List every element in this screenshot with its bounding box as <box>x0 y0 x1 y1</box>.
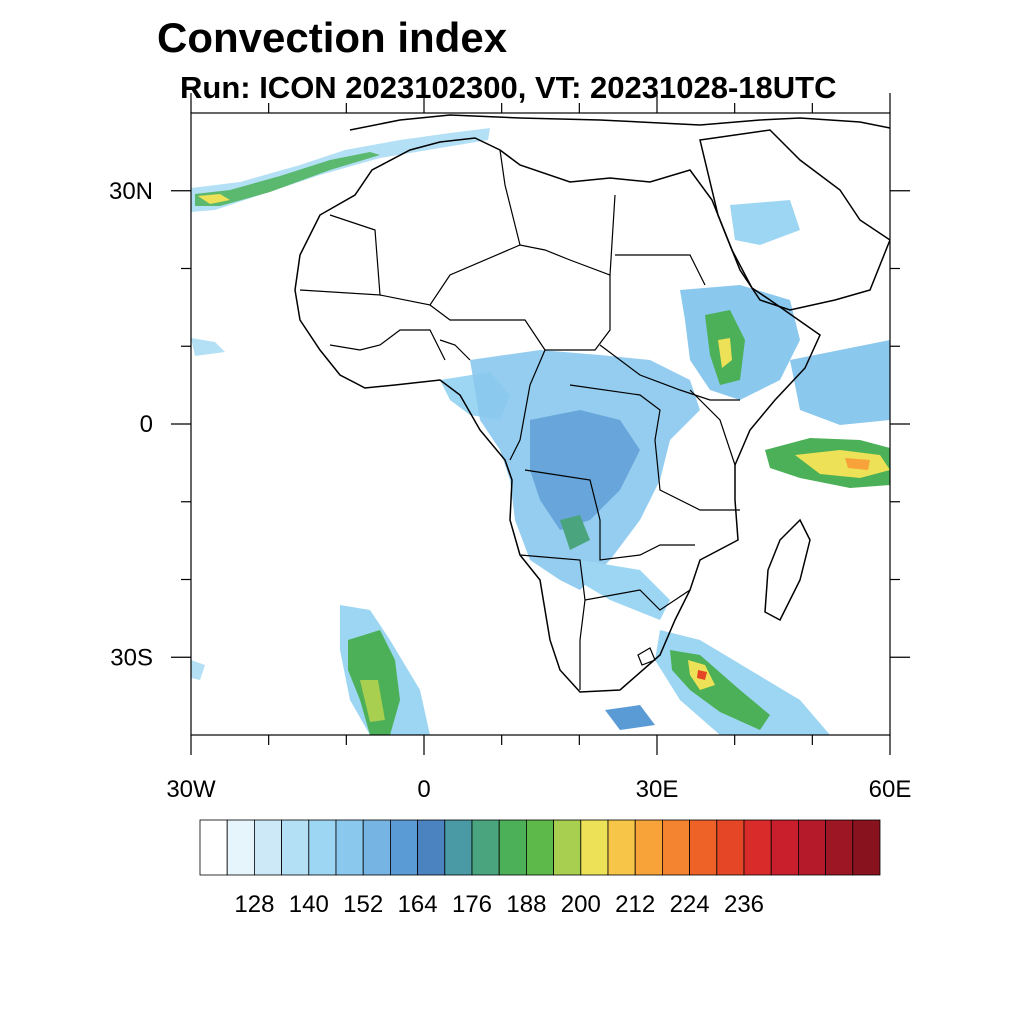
colorbar-box <box>226 819 255 876</box>
x-tick-label: 60E <box>869 776 912 803</box>
y-tick-label: 30N <box>109 178 153 205</box>
colorbar-box <box>526 819 555 876</box>
colorbar-box <box>253 819 282 876</box>
field-south-atlantic-light <box>360 680 385 722</box>
colorbar-box <box>417 819 446 876</box>
field-southern-africa <box>580 560 670 620</box>
colorbar-box <box>689 819 718 876</box>
border-line <box>429 275 611 351</box>
europe-coastline <box>349 114 890 131</box>
colorbar-label: 128 <box>234 891 274 918</box>
colorbar-box <box>335 819 364 876</box>
country-borders <box>299 149 740 690</box>
colorbar-label: 152 <box>343 891 383 918</box>
arabia-coastline <box>699 129 890 311</box>
colorbar-box <box>362 819 391 876</box>
y-tick-label: 30S <box>110 644 153 671</box>
border-line <box>599 344 740 401</box>
y-tick-label: 0 <box>140 411 153 438</box>
field-sw-edge <box>191 660 205 680</box>
field-arabia <box>730 200 800 245</box>
colorbar-box <box>471 819 500 876</box>
africa-coastline <box>294 137 821 693</box>
colorbar-box <box>825 819 854 876</box>
plot-title: Convection index <box>157 14 508 61</box>
lesotho-border <box>637 647 656 666</box>
plot-subtitle: Run: ICON 2023102300, VT: 20231028-18UTC <box>180 70 837 105</box>
colorbar-box <box>743 819 772 876</box>
field-indian-ocean-north <box>790 340 890 425</box>
field-indian-ocean-orange <box>845 458 870 470</box>
field-north-atlantic-core <box>198 194 230 204</box>
colorbar-box <box>852 819 881 876</box>
colorbar-label: 188 <box>506 891 546 918</box>
border-line <box>379 194 616 306</box>
field-central-africa-deep <box>530 410 640 530</box>
colorbar-box <box>308 819 337 876</box>
colorbar-box <box>444 819 473 876</box>
colorbar-box <box>580 819 609 876</box>
border-line <box>299 214 381 296</box>
x-tick-label: 30E <box>636 776 679 803</box>
colorbar-box <box>716 819 745 876</box>
border-line <box>584 589 691 611</box>
border-line <box>524 469 695 561</box>
colorbar <box>199 819 881 876</box>
colorbar-box <box>389 819 418 876</box>
colorbar-box <box>199 819 228 876</box>
convection-field <box>191 128 890 735</box>
border-line <box>569 384 740 511</box>
field-se-small <box>605 705 655 730</box>
colorbar-label: 164 <box>398 891 438 918</box>
coastlines <box>294 114 890 693</box>
x-tick-label: 0 <box>417 776 430 803</box>
border-line <box>509 349 546 461</box>
border-line <box>329 329 446 361</box>
colorbar-box <box>498 819 527 876</box>
colorbar-label: 212 <box>615 891 655 918</box>
colorbar-label: 224 <box>670 891 710 918</box>
colorbar-box <box>607 819 636 876</box>
colorbar-box <box>798 819 827 876</box>
border-line <box>499 149 521 246</box>
field-west-atlantic <box>191 338 225 356</box>
border-line <box>439 339 471 361</box>
border-line <box>615 254 706 286</box>
border-line <box>689 389 736 466</box>
colorbar-box <box>770 819 799 876</box>
colorbar-labels: 128 140 152 164 176 188 200 212 224 236 <box>234 891 764 918</box>
y-axis-ticks: 30N 0 30S <box>109 178 910 671</box>
colorbar-label: 140 <box>289 891 329 918</box>
colorbar-box <box>662 819 691 876</box>
field-north-atlantic-inner <box>195 152 380 206</box>
colorbar-box <box>634 819 663 876</box>
madagascar-coastline <box>764 518 811 622</box>
colorbar-label: 200 <box>561 891 601 918</box>
colorbar-box <box>553 819 582 876</box>
colorbar-label: 236 <box>724 891 764 918</box>
field-congo-green <box>560 515 590 550</box>
field-indian-ocean-yellow <box>795 450 890 478</box>
colorbar-box <box>281 819 310 876</box>
field-se-band-red <box>697 670 707 680</box>
field-ethiopia-core <box>718 338 732 368</box>
x-axis-ticks: 30W 0 30E 60E <box>166 93 911 803</box>
x-tick-label: 30W <box>166 776 216 803</box>
colorbar-label: 176 <box>452 891 492 918</box>
